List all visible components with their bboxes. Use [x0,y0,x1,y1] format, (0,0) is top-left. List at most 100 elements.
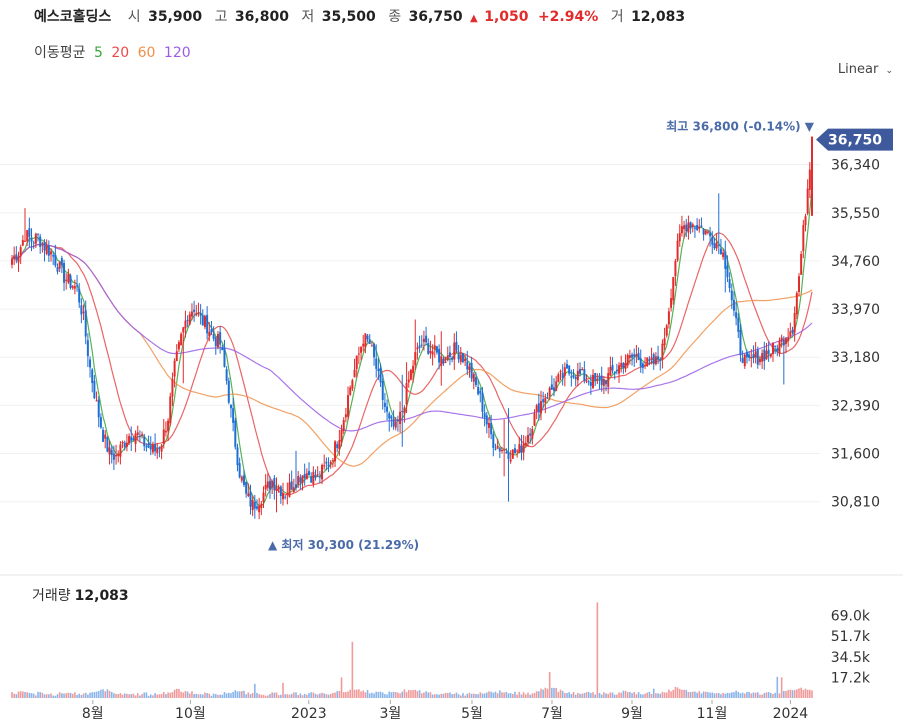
volume-bar [449,692,451,698]
candle-body [115,454,118,457]
candle-body [732,299,735,311]
candle-body [559,371,562,373]
ma-60-legend[interactable]: 60 [137,45,156,61]
candle-body [401,410,404,412]
volume-bar [43,694,46,698]
volume-bar [787,689,789,698]
x-tick-label: 2023 [291,706,327,722]
candle-body [164,430,167,433]
volume-bar [681,689,683,698]
volume-bar [709,692,711,698]
ohlc-summary: 예스코홀딩스 시 35,900 고 36,800 저 35,500 종 36,7… [34,6,693,26]
candle-body [680,226,683,234]
volume-bar [802,689,805,698]
candle-body [542,399,545,403]
volume-bar [290,693,293,698]
candle-body [34,233,37,244]
candle-body [518,444,521,453]
volume-bar [592,692,594,698]
candle-body [308,471,311,476]
candle-body [303,474,306,479]
volume-bar [115,693,117,698]
volume-bar [791,690,794,698]
candle-body [774,345,777,347]
candle-body [104,434,107,439]
candle-body [717,244,720,246]
volume-bar [796,689,798,698]
volume-bar [243,690,245,698]
candle-body [229,404,232,409]
candle-body [546,397,549,399]
volume-bar [756,692,759,698]
candle-body [451,357,454,360]
volume-bar [483,693,486,698]
candle-body [496,445,499,449]
ma-120-legend[interactable]: 120 [163,45,191,61]
candle-body [102,429,105,442]
volume-bar [462,693,464,698]
ma-20-line [11,232,813,496]
candle-body [440,356,443,366]
volume-bar [414,689,417,698]
candle-body [277,487,280,490]
candle-body [199,313,202,316]
candle-body [21,240,24,246]
candle-body [32,242,35,244]
volume-bar [130,694,133,698]
candle-body [442,358,445,364]
volume-bar [613,694,616,698]
volume-bar [80,694,83,698]
candle-body [553,387,556,391]
candle-body [43,242,46,251]
candle-body [180,333,183,346]
candle-body [490,422,493,435]
candle-body [485,415,488,425]
scale-toggle-button[interactable]: Linear ⌄ [838,62,893,77]
volume-bar [95,691,98,698]
candle-body [89,359,92,368]
candle-body [275,488,278,491]
candle-body [260,503,263,508]
grid-lines [0,164,820,503]
volume-bar [63,693,65,698]
candle-body [802,225,805,252]
candle-body [208,331,211,337]
ma-5-legend[interactable]: 5 [93,45,103,61]
volume-bar [267,695,269,698]
candle-body [787,337,790,342]
volume-bar [522,692,525,698]
candle-body [646,357,649,367]
candle-body [266,481,269,488]
candle-body [403,407,406,414]
volume-bar [340,677,343,698]
candle-body [457,354,460,360]
volume-bar [639,694,642,698]
candle-body [305,473,308,480]
candle-body [776,348,779,352]
ma-20-legend[interactable]: 20 [111,45,130,61]
volume-bar [134,695,137,698]
candle-body [674,260,677,277]
volume-bar [388,691,391,698]
candle-body [386,406,389,412]
candle-body [602,379,605,386]
volume-bar [418,690,421,698]
volume-bar [195,693,198,698]
volume-bar [485,692,488,698]
volume-bar [223,692,226,698]
volume-bar [28,692,31,698]
volume-bar [158,694,161,698]
candle-body [154,444,157,452]
volume-bar [585,692,588,698]
candle-body [592,374,595,389]
candle-body [448,352,451,357]
candle-body [574,376,577,380]
candle-body [366,335,369,340]
candle-body [212,334,215,339]
candle-body [431,351,434,355]
candle-body [193,309,196,312]
volume-bar [201,694,204,698]
candle-body [761,353,764,362]
candle-body [466,361,469,370]
